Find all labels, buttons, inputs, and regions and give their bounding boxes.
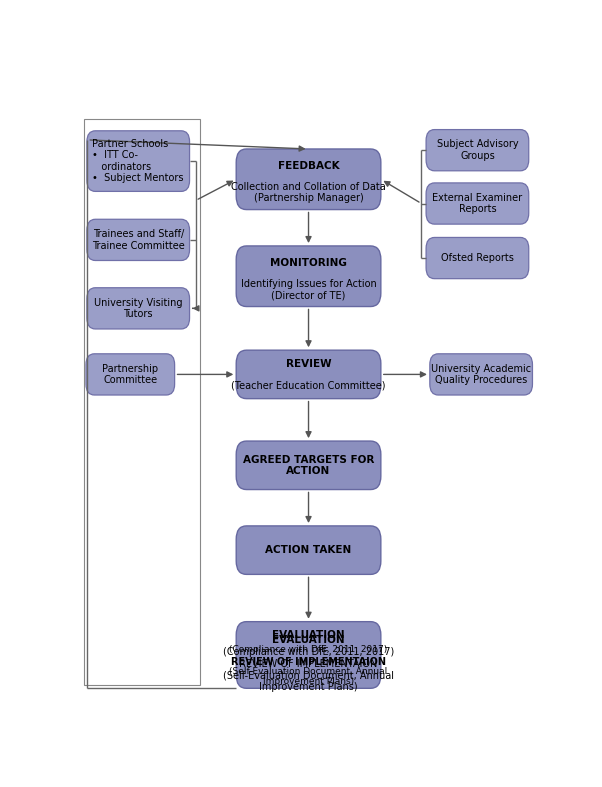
Text: EVALUATION: EVALUATION [272, 635, 345, 645]
FancyBboxPatch shape [87, 288, 190, 329]
Text: Partner Schools
•  ITT Co-
   ordinators
•  Subject Mentors: Partner Schools • ITT Co- ordinators • S… [93, 139, 184, 183]
FancyBboxPatch shape [236, 246, 381, 307]
FancyBboxPatch shape [236, 622, 381, 689]
FancyBboxPatch shape [426, 238, 529, 279]
FancyBboxPatch shape [87, 131, 190, 191]
FancyBboxPatch shape [426, 183, 529, 224]
Text: Trainees and Staff/
Trainee Committee: Trainees and Staff/ Trainee Committee [92, 229, 185, 251]
FancyBboxPatch shape [426, 130, 529, 171]
FancyBboxPatch shape [236, 149, 381, 209]
FancyBboxPatch shape [87, 220, 190, 260]
Text: (Teacher Education Committee): (Teacher Education Committee) [231, 380, 386, 390]
Text: REVIEW OF IMPLEMENTAION: REVIEW OF IMPLEMENTAION [231, 656, 386, 667]
Text: MONITORING: MONITORING [270, 258, 347, 268]
Text: (Compliance with DfE, 2011, 2017)
REVIEW OF IMPLEMENTAION
(Self-Evaluation Docum: (Compliance with DfE, 2011, 2017) REVIEW… [223, 647, 394, 692]
Text: Partnership
Committee: Partnership Committee [102, 364, 158, 385]
Text: AGREED TARGETS FOR
ACTION: AGREED TARGETS FOR ACTION [243, 455, 374, 476]
Text: Ofsted Reports: Ofsted Reports [441, 253, 514, 263]
Text: External Examiner
Reports: External Examiner Reports [432, 193, 523, 214]
FancyBboxPatch shape [86, 354, 175, 395]
Text: FEEDBACK: FEEDBACK [278, 161, 340, 171]
Text: Identifying Issues for Action
(Director of TE): Identifying Issues for Action (Director … [241, 279, 376, 301]
FancyBboxPatch shape [236, 441, 381, 490]
Text: Collection and Collation of Data
(Partnership Manager): Collection and Collation of Data (Partne… [231, 182, 386, 203]
FancyBboxPatch shape [236, 526, 381, 575]
Text: EVALUATION: EVALUATION [272, 630, 345, 640]
Text: (Compliance with DfE, 2011, 2017): (Compliance with DfE, 2011, 2017) [229, 645, 388, 654]
Text: ACTION TAKEN: ACTION TAKEN [265, 545, 352, 555]
Text: REVIEW: REVIEW [286, 359, 331, 369]
Text: Subject Advisory
Groups: Subject Advisory Groups [436, 139, 518, 161]
FancyBboxPatch shape [236, 350, 381, 399]
FancyBboxPatch shape [430, 354, 533, 395]
Text: (Self-Evaluation Document, Annual
Improvement Plans): (Self-Evaluation Document, Annual Improv… [229, 667, 388, 686]
Text: University Visiting
Tutors: University Visiting Tutors [94, 297, 182, 320]
Text: University Academic
Quality Procedures: University Academic Quality Procedures [431, 364, 531, 385]
